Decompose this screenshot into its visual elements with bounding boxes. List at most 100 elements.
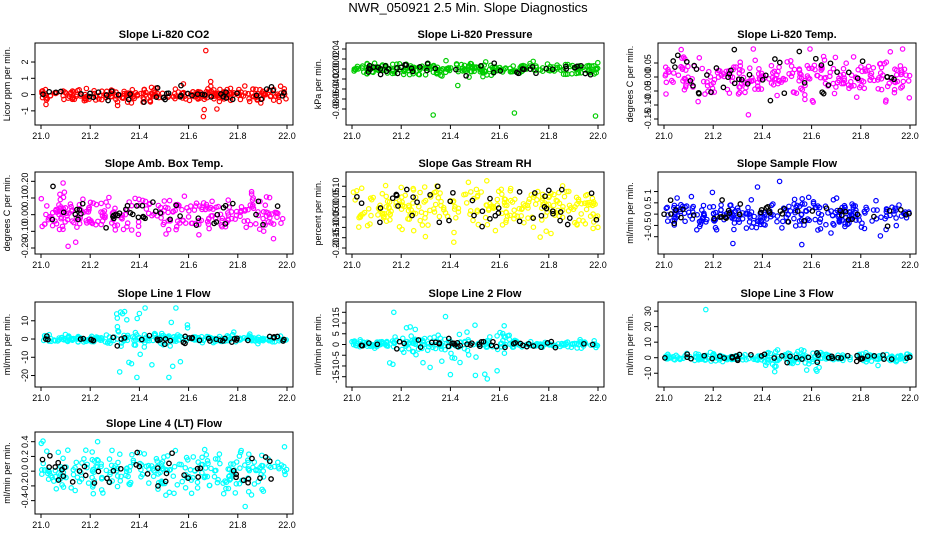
reference-point xyxy=(906,354,913,361)
data-point xyxy=(265,219,272,225)
data-point xyxy=(758,86,765,92)
data-point xyxy=(419,345,425,352)
data-point xyxy=(798,347,805,353)
data-point xyxy=(805,75,812,81)
chart-title: Slope Gas Stream RH xyxy=(418,158,531,170)
data-point xyxy=(361,209,368,216)
reference-point xyxy=(530,343,537,349)
data-point xyxy=(236,480,243,487)
y-tick-label: 0.20 xyxy=(20,173,30,191)
reference-point xyxy=(834,69,840,75)
data-point xyxy=(552,342,559,349)
data-point xyxy=(451,229,457,236)
data-point xyxy=(768,62,775,69)
data-point xyxy=(89,449,96,455)
data-point xyxy=(447,371,454,378)
x-tick-label: 21.2 xyxy=(81,520,99,530)
data-point xyxy=(483,202,490,208)
data-point xyxy=(774,92,780,99)
data-point xyxy=(736,219,743,226)
data-point xyxy=(39,88,46,94)
data-point xyxy=(472,372,479,379)
data-point xyxy=(63,210,70,217)
reference-point xyxy=(166,460,172,467)
reference-point xyxy=(819,89,826,96)
reference-point xyxy=(61,464,68,471)
data-point xyxy=(124,223,130,230)
data-point xyxy=(137,351,144,358)
data-point xyxy=(359,65,366,71)
reference-point xyxy=(772,56,778,62)
data-point xyxy=(593,342,600,348)
x-tick-label: 21.2 xyxy=(81,131,99,141)
reference-point xyxy=(157,336,163,343)
data-point xyxy=(93,221,99,228)
y-tick-label: 0.02 xyxy=(331,50,341,68)
reference-point xyxy=(589,341,596,348)
data-point xyxy=(187,466,194,473)
data-point xyxy=(422,197,429,204)
reference-point xyxy=(668,211,674,217)
reference-point xyxy=(566,215,573,221)
y-tick-label: 10 xyxy=(331,318,341,328)
series-points xyxy=(38,180,286,250)
reference-point xyxy=(69,479,76,485)
data-point xyxy=(769,69,776,76)
data-point xyxy=(225,485,232,492)
data-point xyxy=(228,461,234,467)
data-point xyxy=(563,341,569,348)
reference-point xyxy=(167,337,174,344)
data-point xyxy=(450,198,457,204)
data-point xyxy=(155,471,162,477)
x-tick-label: 22.0 xyxy=(278,520,296,530)
reference-point xyxy=(268,476,274,482)
data-point xyxy=(473,354,479,360)
data-point xyxy=(49,222,56,229)
data-point xyxy=(409,348,416,355)
reference-point xyxy=(427,192,433,198)
data-point xyxy=(65,447,71,454)
data-point xyxy=(663,205,670,212)
reference-point xyxy=(814,359,821,366)
data-point xyxy=(836,75,842,82)
data-point xyxy=(248,492,255,498)
reference-point xyxy=(538,344,544,351)
reference-point xyxy=(217,337,224,344)
data-point xyxy=(211,473,218,480)
reference-point xyxy=(837,207,843,214)
reference-point xyxy=(701,352,708,359)
data-point xyxy=(888,354,895,360)
reference-point xyxy=(76,468,83,474)
reference-point xyxy=(704,72,710,78)
data-point xyxy=(530,58,537,65)
y-tick-label: -20 xyxy=(20,369,30,382)
reference-point xyxy=(46,464,53,470)
y-tick-label: 0 xyxy=(643,355,653,360)
data-point xyxy=(246,451,252,458)
reference-point xyxy=(779,353,785,359)
reference-point xyxy=(139,202,146,209)
data-point xyxy=(233,459,240,465)
reference-point xyxy=(280,338,286,344)
reference-point xyxy=(249,455,255,462)
reference-point xyxy=(709,355,716,362)
data-point xyxy=(112,92,119,98)
y-axis-label: percent per min. xyxy=(313,180,323,245)
data-point xyxy=(199,206,205,213)
data-point xyxy=(840,65,847,72)
data-point xyxy=(742,351,748,358)
data-point xyxy=(203,47,209,54)
data-point xyxy=(736,89,743,96)
data-point xyxy=(796,66,803,72)
data-point xyxy=(98,200,105,207)
plot-frame xyxy=(34,42,294,126)
data-point xyxy=(245,90,252,97)
data-point xyxy=(391,340,398,347)
x-tick-label: 22.0 xyxy=(901,131,919,141)
reference-point xyxy=(377,71,384,78)
data-point xyxy=(882,215,888,222)
data-point xyxy=(260,488,267,495)
data-point xyxy=(483,178,490,184)
data-point xyxy=(467,208,474,214)
reference-point xyxy=(880,352,886,358)
